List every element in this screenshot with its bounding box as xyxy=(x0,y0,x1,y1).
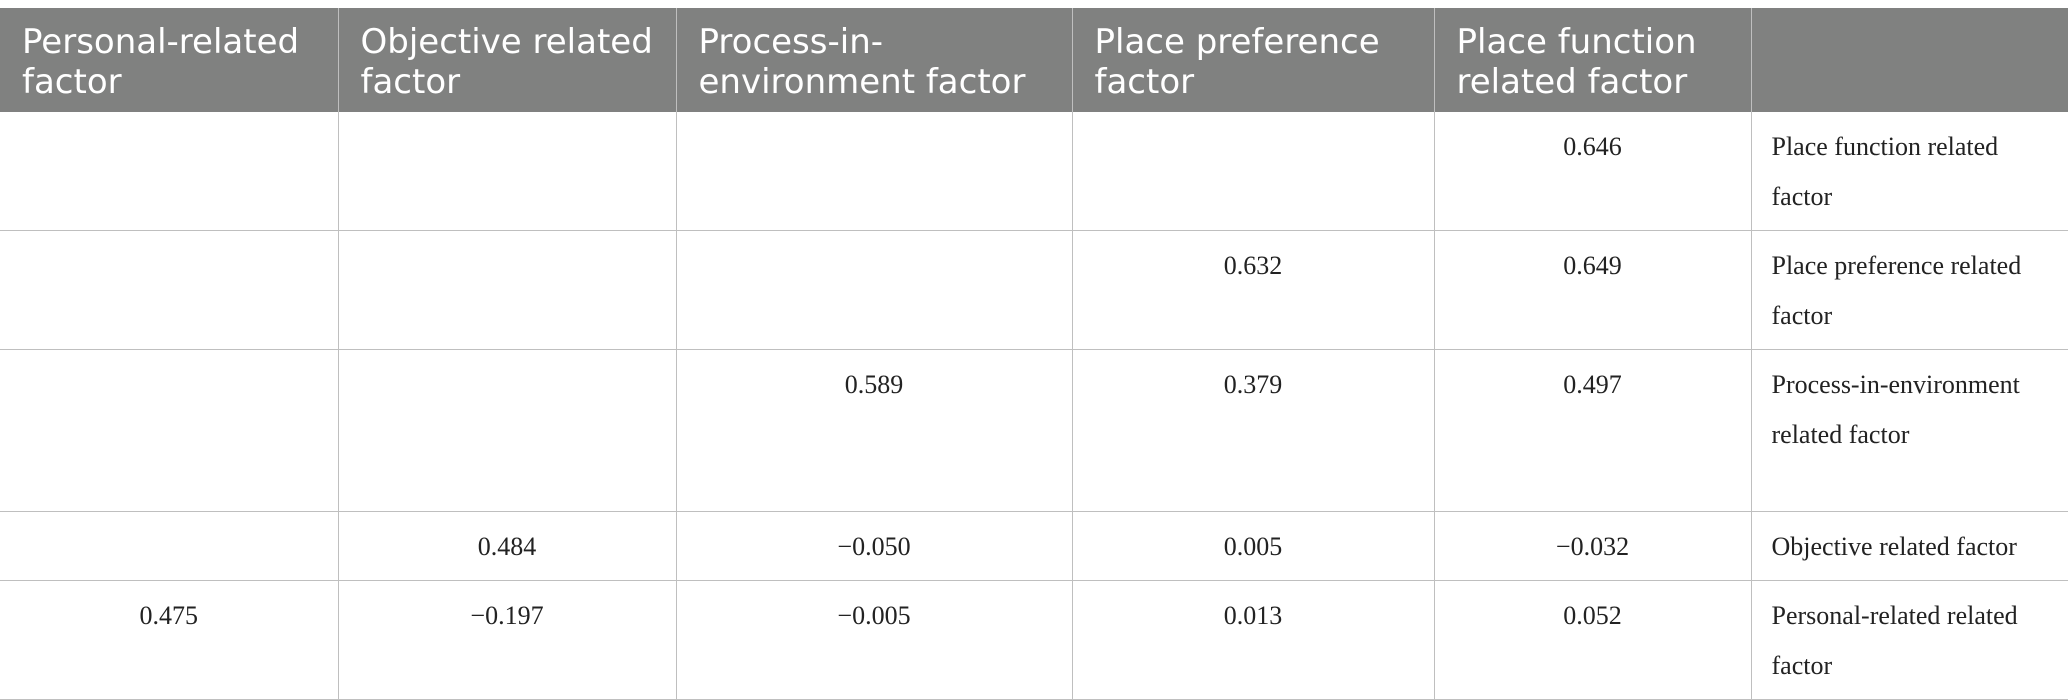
table-row: 0.484 −0.050 0.005 −0.032 Objective rela… xyxy=(0,511,2068,581)
correlation-table: Personal-related factor Objective relate… xyxy=(0,8,2068,700)
table-cell: 0.475 xyxy=(0,580,339,700)
header-row: Personal-related factor Objective relate… xyxy=(0,8,2068,112)
table-row: 0.646 Place function related factor xyxy=(0,112,2068,231)
table-header: Personal-related factor Objective relate… xyxy=(0,8,2068,112)
table-cell: 0.497 xyxy=(1434,349,1752,512)
table-cell: 0.649 xyxy=(1434,230,1752,350)
table-cell: 0.052 xyxy=(1434,580,1752,700)
table-cell: 0.013 xyxy=(1072,580,1435,700)
header-process-in-environment-factor: Process-in-environment factor xyxy=(676,8,1073,112)
table-row: 0.475 −0.197 −0.005 0.013 0.052 Personal… xyxy=(0,580,2068,700)
row-label: Personal-related related factor xyxy=(1751,580,2068,700)
table-cell xyxy=(0,349,339,512)
correlation-table-container: Personal-related factor Objective relate… xyxy=(0,8,2068,700)
row-label: Process-in-environment related factor xyxy=(1751,349,2068,512)
table-cell: 0.379 xyxy=(1072,349,1435,512)
table-row: 0.589 0.379 0.497 Process-in-environment… xyxy=(0,349,2068,512)
row-label: Objective related factor xyxy=(1751,511,2068,581)
row-label: Place preference related factor xyxy=(1751,230,2068,350)
header-personal-related-factor: Personal-related factor xyxy=(0,8,339,112)
header-objective-related-factor: Objective related factor xyxy=(338,8,677,112)
table-cell xyxy=(0,230,339,350)
table-cell xyxy=(676,230,1073,350)
row-label: Place function related factor xyxy=(1751,112,2068,231)
header-place-function-related-factor: Place function related factor xyxy=(1434,8,1752,112)
table-cell: −0.032 xyxy=(1434,511,1752,581)
table-cell: 0.589 xyxy=(676,349,1073,512)
table-row: 0.632 0.649 Place preference related fac… xyxy=(0,230,2068,350)
table-cell xyxy=(676,112,1073,231)
header-row-label-column xyxy=(1751,8,2068,112)
table-cell: −0.197 xyxy=(338,580,677,700)
table-cell xyxy=(1072,112,1435,231)
table-cell: −0.050 xyxy=(676,511,1073,581)
table-cell xyxy=(338,112,677,231)
table-cell: 0.484 xyxy=(338,511,677,581)
header-place-preference-factor: Place preference factor xyxy=(1072,8,1435,112)
table-cell: 0.005 xyxy=(1072,511,1435,581)
table-body: 0.646 Place function related factor 0.63… xyxy=(0,112,2068,700)
table-cell xyxy=(338,349,677,512)
table-cell xyxy=(0,112,339,231)
table-cell xyxy=(0,511,339,581)
table-cell: 0.632 xyxy=(1072,230,1435,350)
table-cell: 0.646 xyxy=(1434,112,1752,231)
table-cell: −0.005 xyxy=(676,580,1073,700)
table-cell xyxy=(338,230,677,350)
